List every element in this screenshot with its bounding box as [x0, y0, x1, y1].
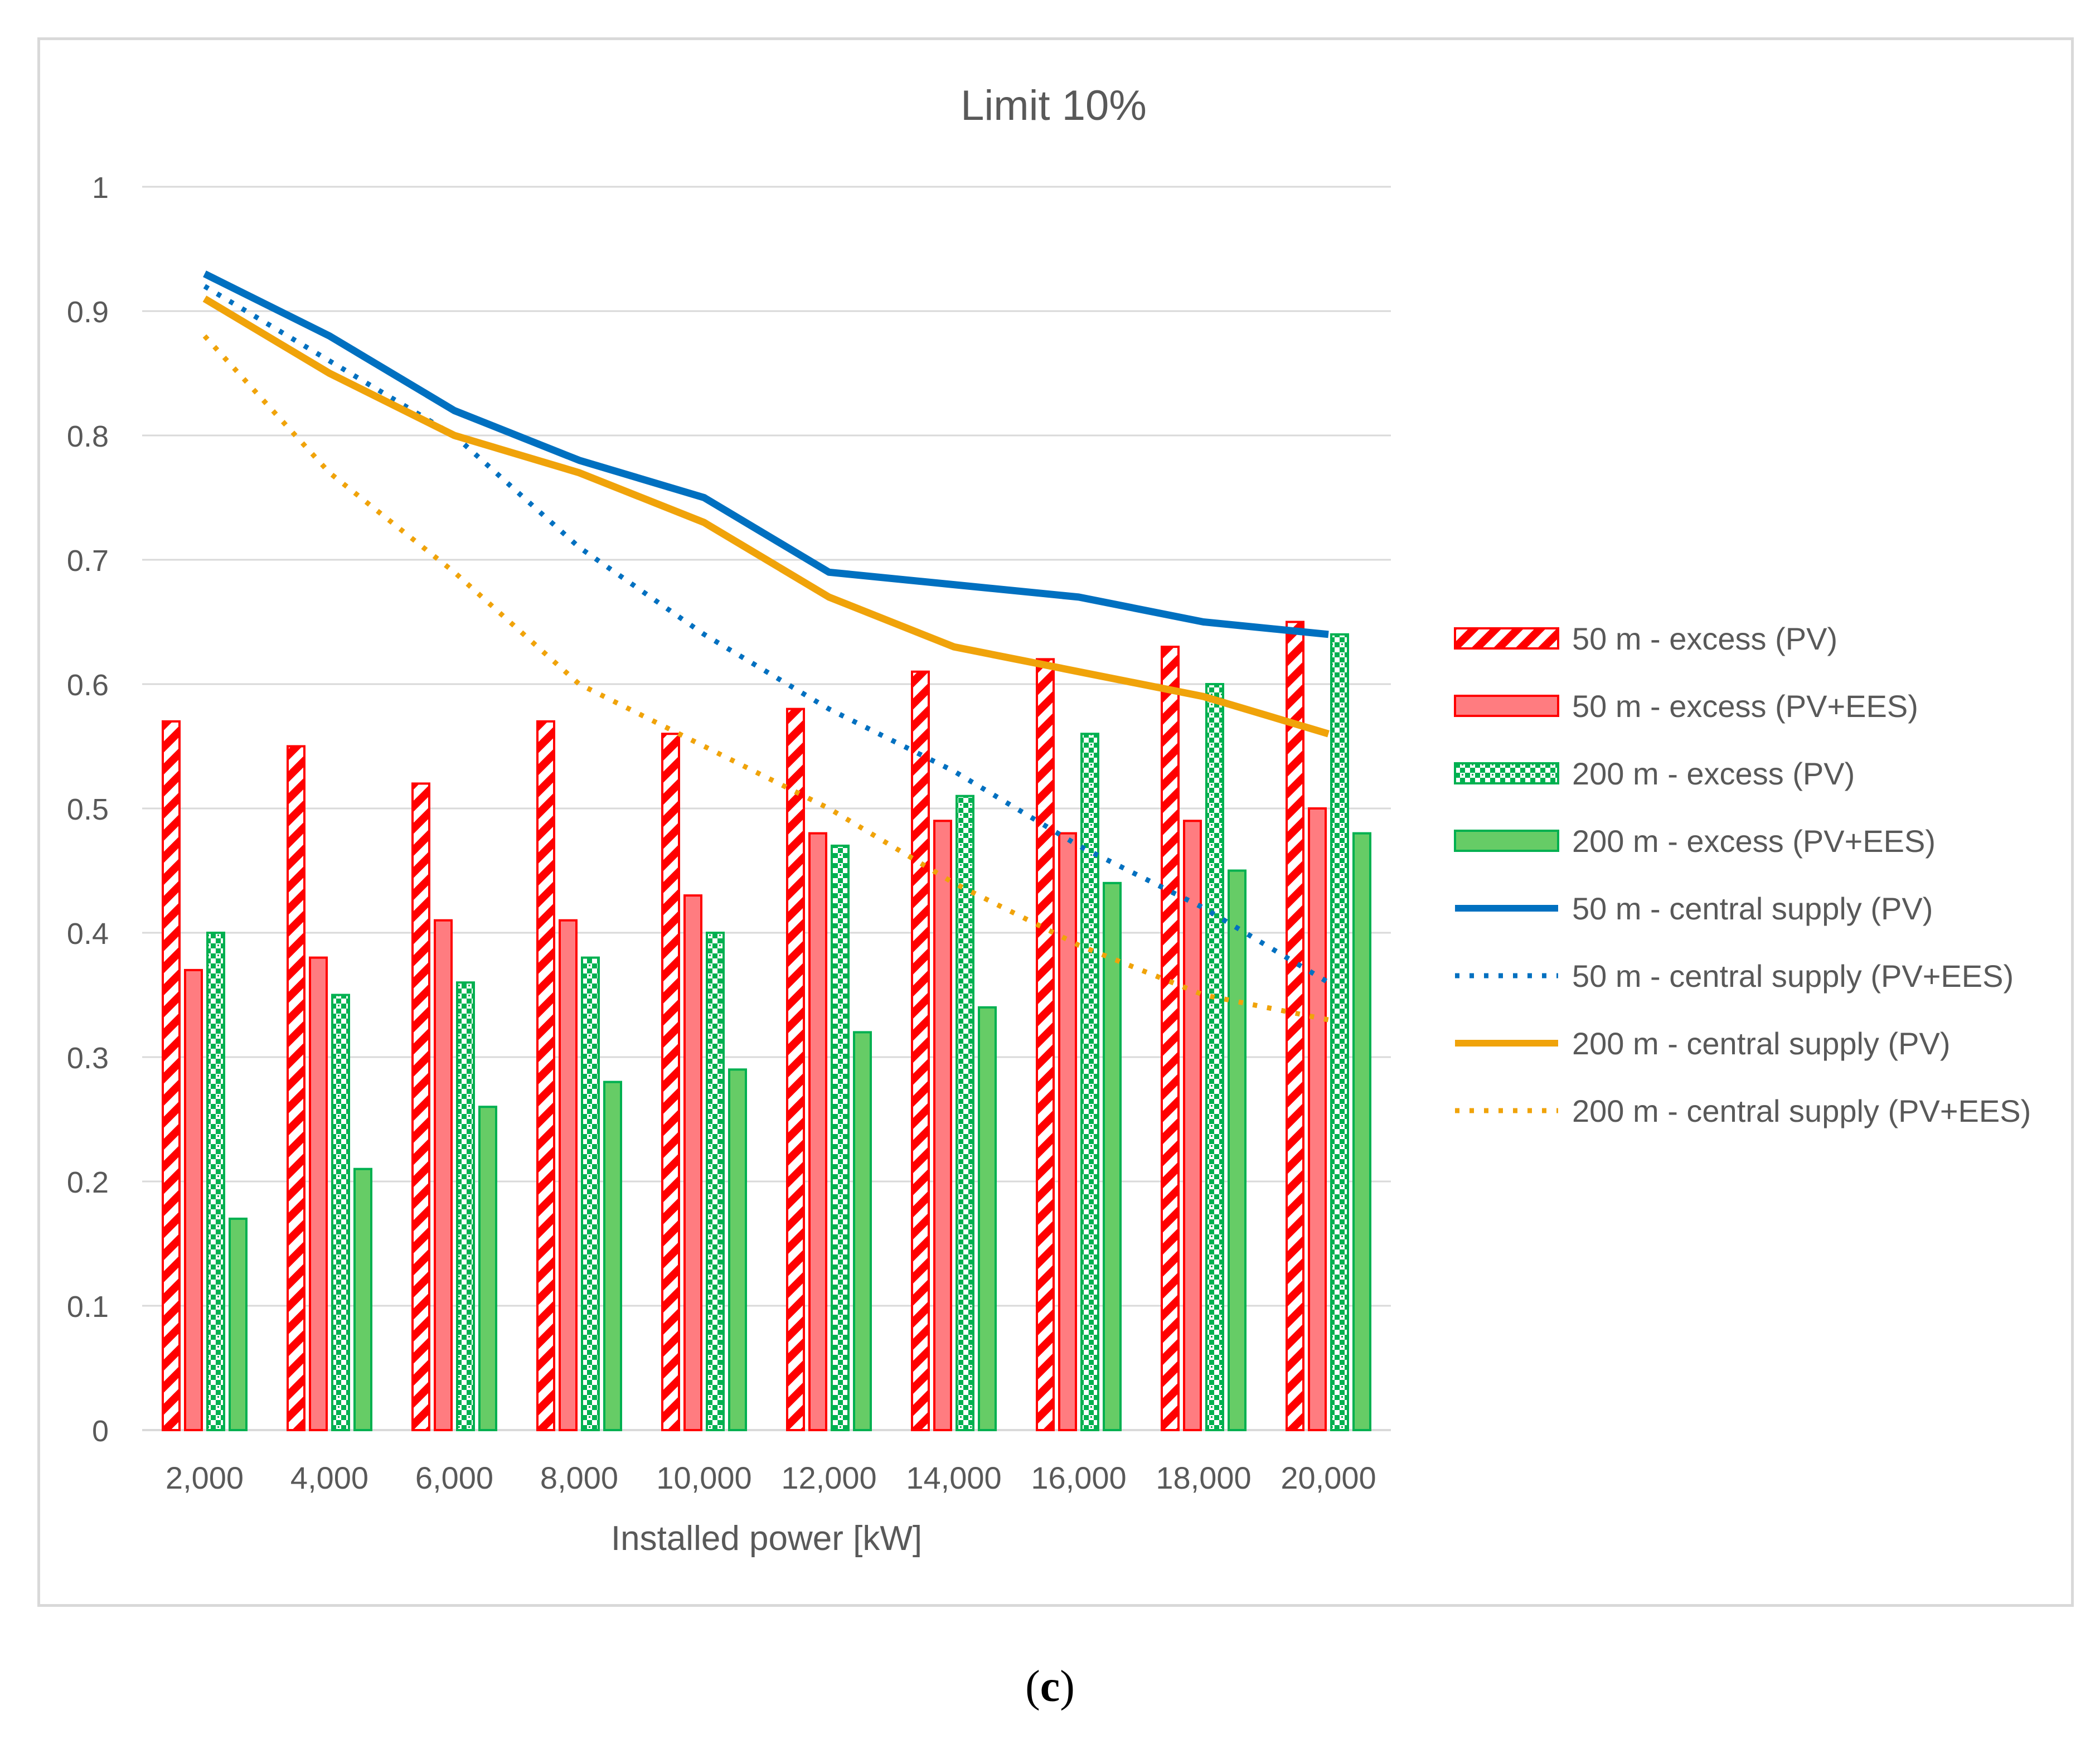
- y-tick-label: 0.4: [67, 917, 109, 951]
- bar-3-6,000: [456, 981, 475, 1431]
- bar-2-12,000: [808, 832, 827, 1431]
- x-tick-label: 18,000: [1156, 1460, 1251, 1495]
- bar-4-18,000: [1228, 869, 1247, 1431]
- legend-label: 50 m - central supply (PV): [1572, 891, 1933, 926]
- bar-3-2,000: [206, 932, 225, 1431]
- legend-label: 200 m - central supply (PV+EES): [1572, 1093, 2031, 1128]
- legend-label: 50 m - excess (PV+EES): [1572, 689, 1918, 724]
- bar-1-10,000: [661, 733, 680, 1431]
- bar-3-4,000: [331, 994, 350, 1431]
- line-series-3: [202, 295, 1330, 738]
- x-tick-label: 2,000: [166, 1460, 244, 1495]
- bar-1-14,000: [911, 670, 930, 1431]
- legend-label: 50 m - central supply (PV+EES): [1572, 958, 2014, 994]
- bar-1-16,000: [1036, 658, 1055, 1431]
- bar-2-10,000: [683, 894, 702, 1431]
- x-axis-ticks: 2,000 4,000 6,000 8,000 10,000 12,000 14,000 16…: [166, 1460, 1376, 1495]
- legend-label: 200 m - central supply (PV): [1572, 1026, 1950, 1061]
- y-tick-label: 1: [92, 171, 109, 205]
- legend: 50 m - excess (PV) 50 m - excess (PV+EES)…: [1454, 621, 2031, 1128]
- bar-4-2,000: [229, 1217, 248, 1431]
- line-series-4: [202, 334, 1329, 1023]
- bar-4-6,000: [478, 1106, 497, 1431]
- legend-label: 50 m - excess (PV): [1572, 621, 1837, 656]
- legend-swatch: [1454, 695, 1559, 717]
- legend-swatch: [1454, 762, 1559, 784]
- bar-3-16,000: [1080, 733, 1099, 1431]
- y-tick-label: 0.5: [67, 793, 109, 826]
- legend-swatch: [1454, 830, 1559, 852]
- bar-1-12,000: [786, 708, 805, 1431]
- bar-4-12,000: [853, 1031, 872, 1431]
- x-tick-label: 14,000: [906, 1460, 1001, 1495]
- y-tick-label: 0.3: [67, 1041, 109, 1075]
- y-tick-label: 0.7: [67, 544, 109, 578]
- line-series-1: [203, 270, 1329, 638]
- y-tick-label: 0.8: [67, 420, 109, 453]
- x-tick-label: 12,000: [781, 1460, 876, 1495]
- x-tick-label: 20,000: [1281, 1460, 1376, 1495]
- x-tick-label: 16,000: [1031, 1460, 1126, 1495]
- chart-frame: [37, 37, 2074, 1607]
- bar-1-18,000: [1161, 646, 1180, 1431]
- x-axis-label: Installed power [kW]: [611, 1519, 922, 1558]
- bar-2-8,000: [559, 919, 578, 1431]
- y-tick-label: 0: [92, 1414, 109, 1448]
- bar-3-8,000: [581, 956, 600, 1431]
- bar-4-20,000: [1352, 832, 1371, 1431]
- bar-2-4,000: [309, 956, 328, 1431]
- bar-3-18,000: [1205, 683, 1224, 1431]
- gridlines: [142, 186, 1391, 1431]
- legend-swatch: [1454, 627, 1559, 650]
- bar-3-14,000: [956, 795, 974, 1431]
- legend-label: 200 m - excess (PV+EES): [1572, 823, 1936, 859]
- bar-1-8,000: [536, 720, 555, 1431]
- bar-2-20,000: [1308, 807, 1327, 1431]
- x-tick-label: 6,000: [415, 1460, 493, 1495]
- bar-3-10,000: [706, 932, 725, 1431]
- bar-4-16,000: [1103, 881, 1122, 1432]
- bar-3-12,000: [831, 844, 850, 1431]
- bar-4-8,000: [603, 1081, 622, 1431]
- bars: [162, 621, 1371, 1432]
- figure-caption: (c): [1025, 1662, 1075, 1711]
- bar-2-16,000: [1058, 832, 1077, 1431]
- bar-3-20,000: [1330, 633, 1349, 1431]
- line-series-2: [203, 284, 1330, 985]
- bar-2-2,000: [184, 968, 203, 1431]
- bar-2-18,000: [1183, 820, 1202, 1431]
- bar-4-10,000: [728, 1068, 747, 1432]
- lines: [202, 270, 1330, 1023]
- legend-label: 200 m - excess (PV): [1572, 756, 1855, 791]
- y-tick-label: 0.2: [67, 1166, 109, 1199]
- x-tick-label: 10,000: [656, 1460, 751, 1495]
- bar-1-6,000: [411, 782, 430, 1431]
- x-tick-label: 4,000: [290, 1460, 368, 1495]
- bar-1-4,000: [287, 745, 305, 1431]
- y-tick-label: 0.1: [67, 1290, 109, 1324]
- bar-4-4,000: [353, 1167, 372, 1431]
- y-axis-ticks: 0 0.1 0.2 0.3 0.4 0.5 0.6 0.7 0.8 0.9 1: [67, 171, 109, 1448]
- y-tick-label: 0.9: [67, 295, 109, 329]
- bar-2-14,000: [933, 820, 952, 1431]
- bar-2-6,000: [434, 919, 453, 1431]
- bar-4-14,000: [978, 1006, 997, 1432]
- bar-1-20,000: [1286, 621, 1304, 1431]
- y-tick-label: 0.6: [67, 668, 109, 702]
- x-tick-label: 8,000: [540, 1460, 618, 1495]
- bar-1-2,000: [162, 720, 181, 1431]
- chart-title: Limit 10%: [961, 82, 1147, 129]
